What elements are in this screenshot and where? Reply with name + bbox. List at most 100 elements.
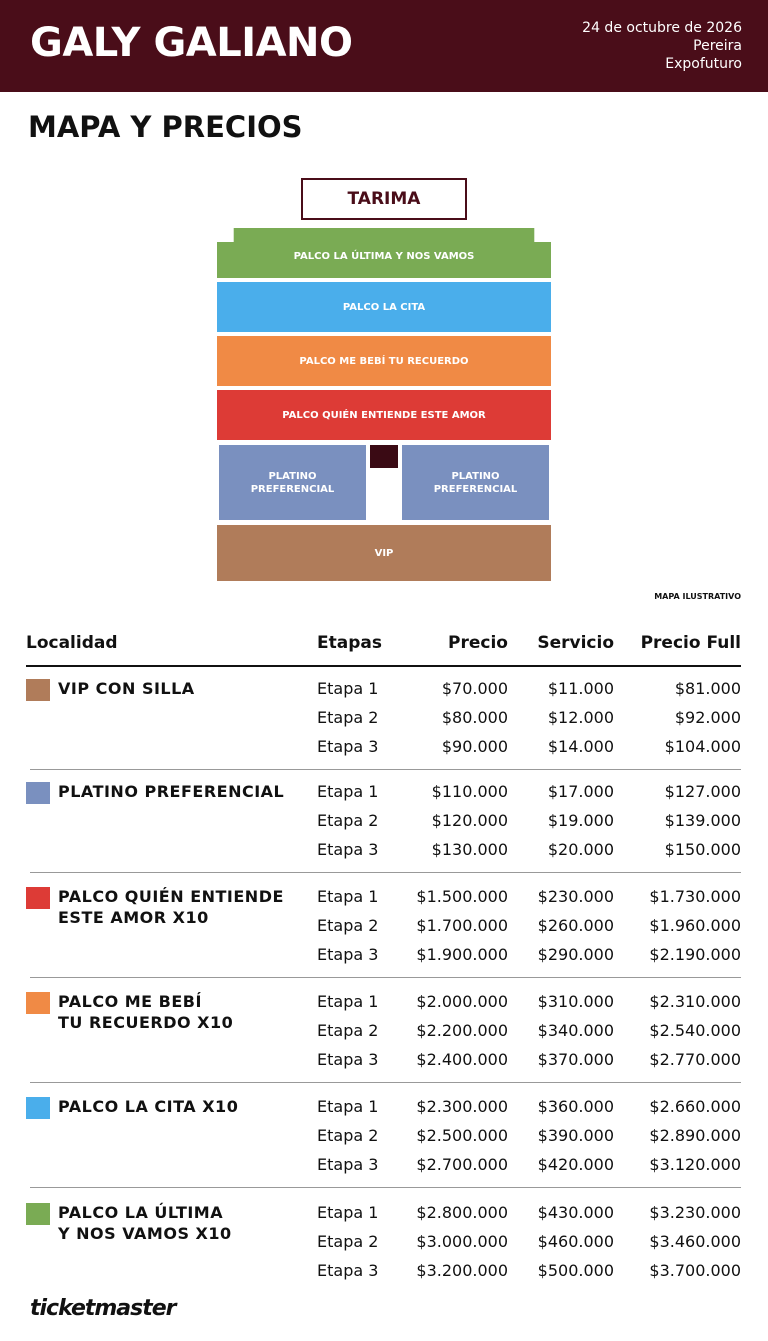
group-name: PALCO LA ÚLTIMA Y NOS VAMOS X10 (58, 1203, 232, 1243)
table-cell: Etapa 2 (317, 1232, 379, 1251)
table-cell: $2.190.000 (649, 945, 741, 964)
table-cell: $20.000 (547, 840, 614, 859)
group-name: PALCO LA CITA X10 (58, 1097, 239, 1116)
table-cell: $81.000 (674, 679, 741, 698)
table-cell: $2.000.000 (416, 992, 508, 1011)
table-cell: $3.700.000 (649, 1261, 741, 1280)
table-cell: $3.000.000 (416, 1232, 508, 1251)
table-cell: $2.300.000 (416, 1097, 508, 1116)
header-bar: GALY GALIANO 24 de octubre de 2026 Perei… (0, 0, 768, 92)
table-cell: $139.000 (664, 811, 741, 830)
map-section: PALCO LA CITA (217, 282, 551, 332)
table-cell: $2.800.000 (416, 1203, 508, 1222)
group-rule (30, 1082, 741, 1083)
table-cell: $14.000 (547, 737, 614, 756)
map-section: PLATINO PREFERENCIAL (402, 445, 549, 520)
column-header: Precio Full (640, 633, 741, 653)
table-cell: Etapa 1 (317, 992, 379, 1011)
event-date: 24 de octubre de 2026 (582, 20, 742, 36)
table-cell: $12.000 (547, 708, 614, 727)
group-rule (30, 872, 741, 873)
column-header: Etapas (317, 633, 382, 653)
map-section: PALCO QUIÉN ENTIENDE ESTE AMOR (217, 390, 551, 440)
table-cell: $370.000 (537, 1050, 614, 1069)
section-title: MAPA Y PRECIOS (28, 110, 303, 144)
table-cell: $1.960.000 (649, 916, 741, 935)
color-swatch (26, 992, 50, 1014)
map-section: PALCO LA ÚLTIMA Y NOS VAMOS (217, 228, 551, 278)
table-cell: $2.310.000 (649, 992, 741, 1011)
table-cell: $19.000 (547, 811, 614, 830)
table-cell: $460.000 (537, 1232, 614, 1251)
table-cell: $2.500.000 (416, 1126, 508, 1145)
table-cell: Etapa 3 (317, 737, 379, 756)
group-name: PALCO ME BEBÍ TU RECUERDO X10 (58, 992, 234, 1032)
table-cell: $420.000 (537, 1155, 614, 1174)
table-cell: $90.000 (441, 737, 508, 756)
group-rule (30, 769, 741, 770)
table-cell: Etapa 2 (317, 811, 379, 830)
table-cell: $3.230.000 (649, 1203, 741, 1222)
table-cell: $17.000 (547, 782, 614, 801)
table-cell: $130.000 (431, 840, 508, 859)
table-cell: $2.700.000 (416, 1155, 508, 1174)
color-swatch (26, 1203, 50, 1225)
group-name: VIP CON SILLA (58, 679, 195, 698)
column-header: Servicio (537, 633, 614, 653)
table-cell: $11.000 (547, 679, 614, 698)
group-rule (30, 977, 741, 978)
table-cell: $260.000 (537, 916, 614, 935)
table-cell: $230.000 (537, 887, 614, 906)
map-section: PLATINO PREFERENCIAL (219, 445, 366, 520)
table-cell: $500.000 (537, 1261, 614, 1280)
table-cell: Etapa 3 (317, 840, 379, 859)
color-swatch (26, 1097, 50, 1119)
table-cell: Etapa 2 (317, 708, 379, 727)
map-section: PALCO ME BEBÍ TU RECUERDO (217, 336, 551, 386)
table-cell: $80.000 (441, 708, 508, 727)
table-cell: $290.000 (537, 945, 614, 964)
table-cell: $2.770.000 (649, 1050, 741, 1069)
table-cell: $390.000 (537, 1126, 614, 1145)
header-rule (26, 665, 741, 667)
stage: TARIMA (301, 178, 467, 220)
table-cell: $127.000 (664, 782, 741, 801)
color-swatch (26, 887, 50, 909)
table-cell: Etapa 2 (317, 1021, 379, 1040)
table-cell: Etapa 3 (317, 1261, 379, 1280)
table-cell: $310.000 (537, 992, 614, 1011)
table-cell: $2.890.000 (649, 1126, 741, 1145)
table-cell: $110.000 (431, 782, 508, 801)
table-cell: $3.120.000 (649, 1155, 741, 1174)
event-city: Pereira (693, 38, 742, 54)
event-venue: Expofuturo (665, 56, 742, 72)
group-name: PLATINO PREFERENCIAL (58, 782, 285, 801)
group-name: PALCO QUIÉN ENTIENDE ESTE AMOR X10 (58, 887, 284, 927)
table-cell: $2.540.000 (649, 1021, 741, 1040)
table-cell: $150.000 (664, 840, 741, 859)
map-section: VIP (217, 525, 551, 581)
table-cell: $340.000 (537, 1021, 614, 1040)
event-title: GALY GALIANO (30, 20, 353, 66)
table-cell: $2.660.000 (649, 1097, 741, 1116)
group-rule (30, 1187, 741, 1188)
table-cell: Etapa 3 (317, 1155, 379, 1174)
table-cell: $120.000 (431, 811, 508, 830)
table-cell: Etapa 1 (317, 679, 379, 698)
table-cell: Etapa 1 (317, 1203, 379, 1222)
table-cell: $3.200.000 (416, 1261, 508, 1280)
color-swatch (26, 679, 50, 701)
table-cell: $104.000 (664, 737, 741, 756)
table-cell: Etapa 1 (317, 782, 379, 801)
table-cell: $92.000 (674, 708, 741, 727)
table-cell: $1.500.000 (416, 887, 508, 906)
table-cell: Etapa 1 (317, 1097, 379, 1116)
table-cell: $1.730.000 (649, 887, 741, 906)
brand-logo: ticketmaster (30, 1296, 177, 1321)
column-header: Precio (448, 633, 508, 653)
table-cell: $70.000 (441, 679, 508, 698)
table-cell: Etapa 3 (317, 945, 379, 964)
map-note: MAPA ILUSTRATIVO (654, 592, 741, 601)
